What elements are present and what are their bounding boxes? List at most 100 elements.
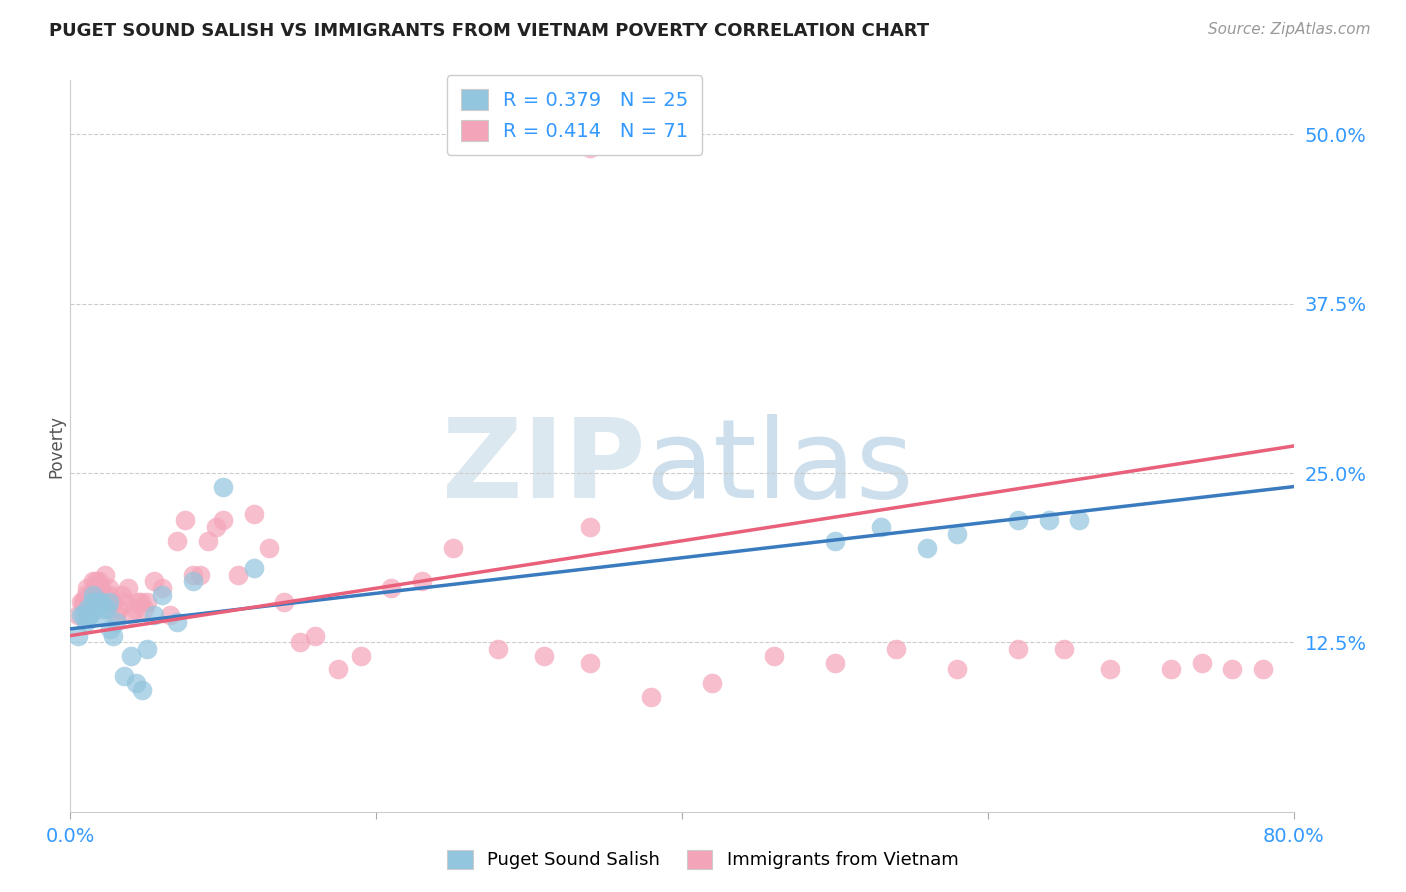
Point — [197, 533, 219, 548]
Point — [111, 588, 134, 602]
Point — [143, 608, 166, 623]
Point — [326, 663, 349, 677]
Point — [82, 588, 104, 602]
Point — [121, 648, 143, 663]
Point — [243, 507, 266, 521]
Point — [94, 567, 117, 582]
Point — [108, 601, 131, 615]
Legend: R = 0.379   N = 25, R = 0.414   N = 71: R = 0.379 N = 25, R = 0.414 N = 71 — [447, 75, 702, 154]
Point — [946, 527, 969, 541]
Point — [174, 514, 197, 528]
Point — [288, 635, 311, 649]
Point — [411, 574, 433, 589]
Point — [824, 533, 846, 548]
Point — [135, 595, 157, 609]
Point — [84, 595, 107, 609]
Point — [114, 595, 136, 609]
Point — [75, 588, 97, 602]
Point — [1220, 663, 1243, 677]
Point — [132, 601, 155, 615]
Point — [159, 608, 181, 623]
Point — [124, 601, 146, 615]
Point — [212, 514, 235, 528]
Point — [304, 629, 326, 643]
Point — [93, 601, 115, 615]
Point — [127, 595, 149, 609]
Point — [96, 601, 118, 615]
Point — [66, 608, 89, 623]
Point — [129, 595, 152, 609]
Point — [131, 682, 153, 697]
Point — [101, 595, 124, 609]
Point — [125, 676, 148, 690]
Point — [135, 642, 157, 657]
Point — [101, 629, 124, 643]
Text: Source: ZipAtlas.com: Source: ZipAtlas.com — [1208, 22, 1371, 37]
Point — [105, 615, 128, 629]
Point — [181, 574, 204, 589]
Point — [143, 574, 166, 589]
Point — [117, 581, 139, 595]
Point — [150, 581, 173, 595]
Point — [1191, 656, 1213, 670]
Point — [93, 588, 115, 602]
Point — [80, 595, 103, 609]
Point — [533, 648, 555, 663]
Point — [1069, 514, 1091, 528]
Point — [884, 642, 907, 657]
Point — [87, 608, 110, 623]
Point — [90, 595, 112, 609]
Point — [83, 601, 105, 615]
Point — [89, 595, 111, 609]
Point — [79, 608, 101, 623]
Point — [702, 676, 724, 690]
Legend: Puget Sound Salish, Immigrants from Vietnam: Puget Sound Salish, Immigrants from Viet… — [439, 840, 967, 879]
Point — [579, 656, 602, 670]
Point — [762, 648, 785, 663]
Point — [1007, 642, 1029, 657]
Point — [579, 520, 602, 534]
Point — [83, 581, 105, 595]
Point — [257, 541, 280, 555]
Point — [915, 541, 938, 555]
Point — [70, 595, 93, 609]
Point — [579, 141, 602, 155]
Point — [150, 588, 173, 602]
Point — [98, 622, 121, 636]
Point — [1251, 663, 1274, 677]
Point — [640, 690, 662, 704]
Point — [824, 656, 846, 670]
Point — [76, 581, 98, 595]
Point — [1038, 514, 1060, 528]
Point — [66, 629, 89, 643]
Point — [97, 595, 120, 609]
Point — [89, 574, 111, 589]
Point — [77, 608, 100, 623]
Point — [75, 615, 97, 629]
Point — [90, 581, 112, 595]
Point — [1053, 642, 1076, 657]
Point — [105, 608, 128, 623]
Point — [75, 601, 97, 615]
Y-axis label: Poverty: Poverty — [48, 415, 66, 477]
Point — [1160, 663, 1182, 677]
Point — [98, 588, 121, 602]
Text: PUGET SOUND SALISH VS IMMIGRANTS FROM VIETNAM POVERTY CORRELATION CHART: PUGET SOUND SALISH VS IMMIGRANTS FROM VI… — [49, 22, 929, 40]
Point — [273, 595, 295, 609]
Point — [82, 574, 104, 589]
Point — [181, 567, 204, 582]
Point — [87, 581, 110, 595]
Point — [84, 574, 107, 589]
Text: ZIP: ZIP — [441, 415, 645, 522]
Point — [76, 601, 98, 615]
Point — [1099, 663, 1122, 677]
Point — [73, 595, 96, 609]
Point — [73, 608, 96, 623]
Point — [72, 595, 94, 609]
Point — [79, 588, 101, 602]
Point — [188, 567, 211, 582]
Point — [204, 520, 226, 534]
Point — [80, 595, 103, 609]
Text: atlas: atlas — [645, 415, 914, 522]
Point — [228, 567, 250, 582]
